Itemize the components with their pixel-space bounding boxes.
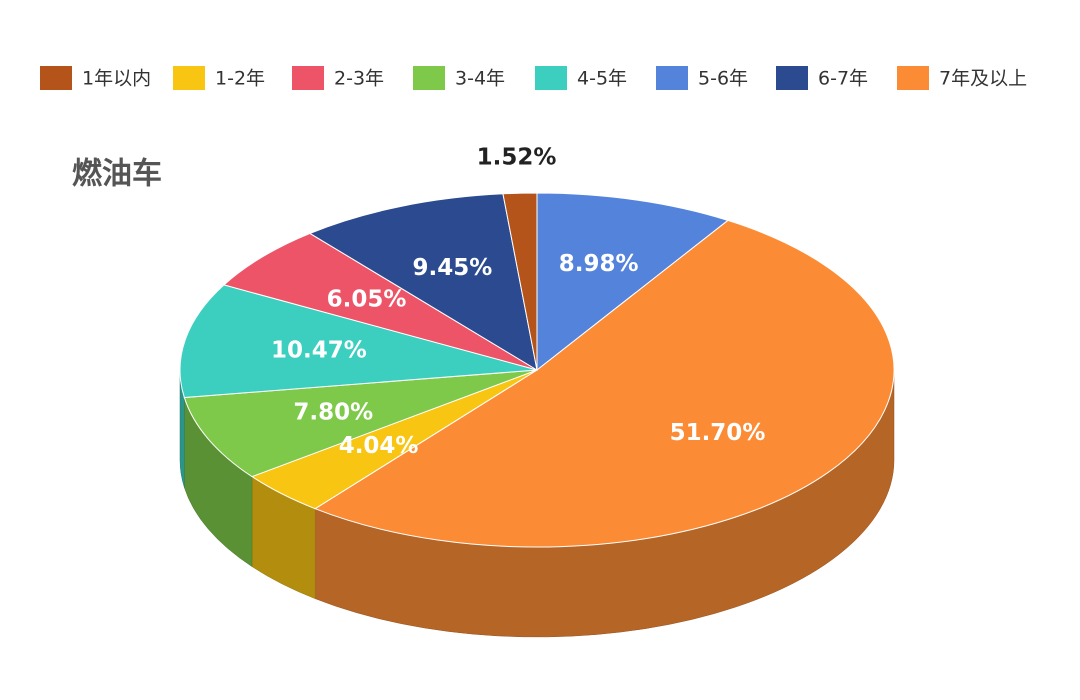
pie-slice	[314, 219, 895, 548]
chart-title: 燃油车	[72, 157, 162, 192]
legend-swatch	[656, 66, 688, 90]
legend-swatch	[776, 66, 808, 90]
legend-swatch	[413, 66, 445, 90]
legend-swatch	[897, 66, 929, 90]
legend-label: 2-3年	[334, 68, 384, 90]
pie-slice	[502, 192, 538, 371]
value-label: 10.47%	[271, 338, 367, 364]
legend-label: 4-5年	[577, 68, 627, 90]
pie-sides	[179, 369, 895, 638]
pie-slice	[536, 192, 729, 372]
legend-label: 3-4年	[455, 68, 505, 90]
legend-swatch	[292, 66, 324, 90]
legend-label: 6-7年	[818, 68, 868, 90]
legend-swatch	[173, 66, 205, 90]
legend-label: 7年及以上	[939, 68, 1027, 90]
pie-slice	[222, 232, 538, 371]
pie-slice	[183, 369, 538, 478]
value-label: 6.05%	[327, 287, 407, 313]
pie-slice	[308, 193, 538, 372]
value-label: 9.45%	[412, 255, 492, 281]
legend-label: 1-2年	[215, 68, 265, 90]
legend-swatch	[535, 66, 567, 90]
value-label: 1.52%	[477, 144, 557, 170]
pie-tops	[179, 192, 895, 548]
legend-label: 5-6年	[698, 68, 748, 90]
pie-labels: 8.98% 51.70% 4.04% 7.80% 10.47% 6.05%9.45% 1.5…	[271, 144, 765, 459]
pie-slice	[179, 284, 538, 399]
value-label: 8.98%	[559, 251, 639, 277]
legend-swatch	[40, 66, 72, 90]
value-label: 7.80%	[293, 399, 373, 425]
value-label: 4.04%	[339, 433, 419, 459]
legend-label: 1年以内	[82, 68, 151, 90]
value-label: 51.70%	[670, 420, 766, 446]
